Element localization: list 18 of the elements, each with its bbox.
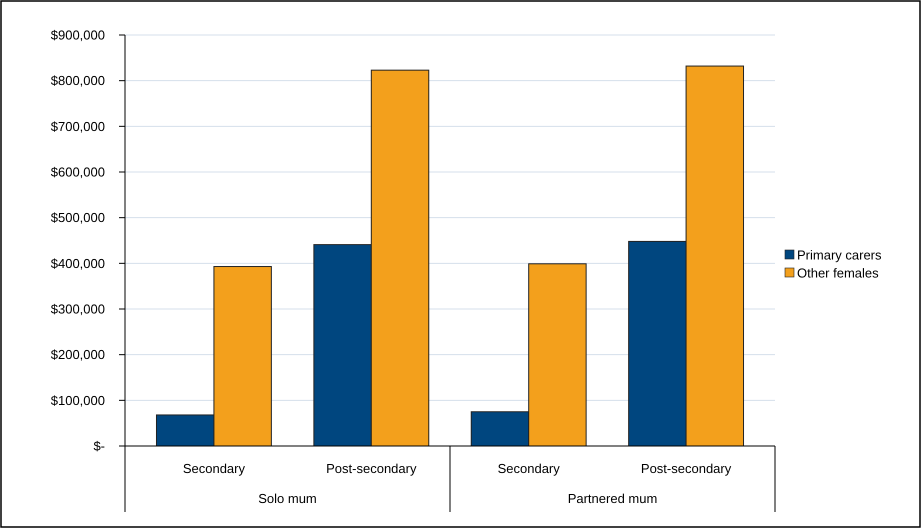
y-tick-label: $-	[93, 438, 105, 454]
y-tick-label: $600,000	[50, 164, 105, 180]
x-tick-label: Post-secondary	[326, 461, 417, 476]
y-tick-label: $800,000	[50, 73, 105, 88]
legend-label: Primary carers	[797, 248, 882, 263]
text: Partnered mum	[568, 491, 658, 506]
y-tick-label: $400,000	[50, 256, 105, 271]
x-tick-label: Post-secondary	[640, 461, 732, 476]
y-tick-label: $300,000	[50, 302, 105, 317]
text: Solo mum	[258, 491, 317, 506]
y-tick-label: $900,000	[50, 28, 105, 43]
y-tick-label: $100,000	[50, 392, 105, 408]
y-tick-label: $700,000	[50, 118, 105, 134]
legend-label: Other females	[797, 266, 880, 281]
x-tick-label: Secondary	[182, 461, 246, 476]
x-tick-label: Secondary	[498, 461, 560, 476]
y-tick-label: $200,000	[50, 347, 105, 362]
y-tick-label: $500,000	[50, 210, 105, 226]
